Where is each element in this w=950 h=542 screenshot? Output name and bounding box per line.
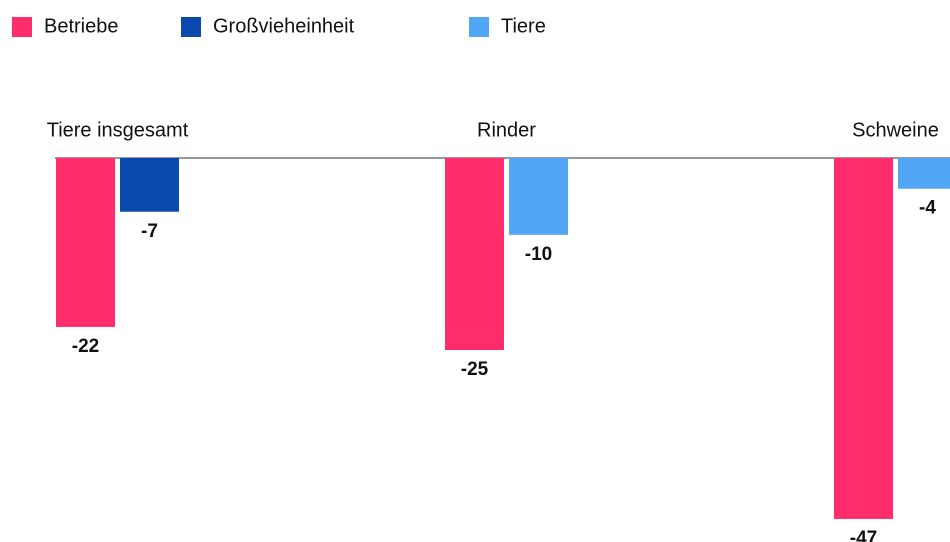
- value-label: -4: [919, 198, 936, 219]
- legend-label: Tiere: [501, 15, 546, 37]
- value-label: -22: [72, 336, 99, 357]
- category-label: Schweine: [852, 119, 939, 141]
- legend-swatch: [181, 17, 201, 37]
- category-label: Rinder: [477, 119, 536, 141]
- bar: [898, 158, 950, 189]
- bar: [509, 158, 568, 235]
- legend-label: Großvieheinheit: [213, 15, 355, 37]
- value-label: -7: [141, 221, 158, 242]
- category-label: Tiere insgesamt: [47, 119, 189, 141]
- legend-swatch: [12, 17, 32, 37]
- legend-label: Betriebe: [44, 15, 119, 37]
- bar: [120, 158, 179, 212]
- bar: [56, 158, 115, 327]
- bar: [445, 158, 504, 350]
- value-label: -25: [461, 359, 489, 380]
- value-label: -47: [850, 528, 877, 542]
- legend-swatch: [469, 17, 489, 37]
- bar: [834, 158, 893, 519]
- value-label: -10: [525, 244, 552, 265]
